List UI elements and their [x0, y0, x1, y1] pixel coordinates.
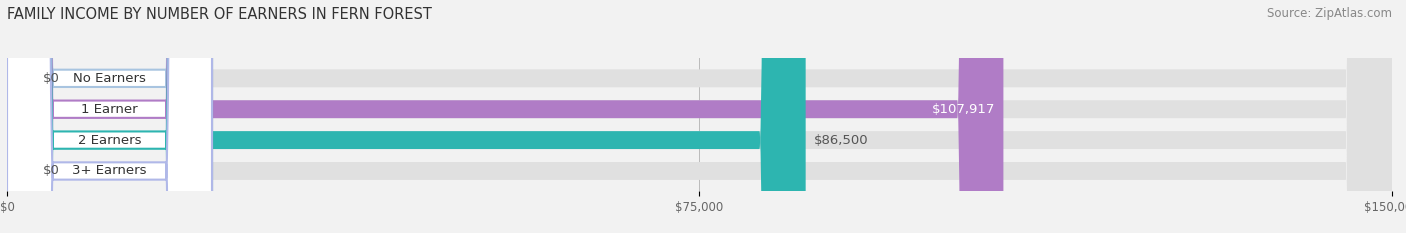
FancyBboxPatch shape: [7, 0, 212, 233]
Text: $0: $0: [44, 72, 60, 85]
FancyBboxPatch shape: [7, 0, 1004, 233]
Text: 2 Earners: 2 Earners: [77, 134, 141, 147]
FancyBboxPatch shape: [7, 0, 212, 233]
Text: 3+ Earners: 3+ Earners: [72, 164, 146, 178]
FancyBboxPatch shape: [7, 0, 806, 233]
Text: FAMILY INCOME BY NUMBER OF EARNERS IN FERN FOREST: FAMILY INCOME BY NUMBER OF EARNERS IN FE…: [7, 7, 432, 22]
FancyBboxPatch shape: [7, 0, 1392, 233]
Text: $86,500: $86,500: [814, 134, 869, 147]
Text: $0: $0: [44, 164, 60, 178]
FancyBboxPatch shape: [7, 0, 1392, 233]
FancyBboxPatch shape: [7, 0, 212, 233]
FancyBboxPatch shape: [7, 0, 1392, 233]
FancyBboxPatch shape: [0, 0, 53, 233]
Text: $107,917: $107,917: [932, 103, 995, 116]
Text: 1 Earner: 1 Earner: [82, 103, 138, 116]
FancyBboxPatch shape: [7, 0, 1392, 233]
FancyBboxPatch shape: [7, 0, 212, 233]
Text: No Earners: No Earners: [73, 72, 146, 85]
FancyBboxPatch shape: [0, 0, 53, 233]
Text: Source: ZipAtlas.com: Source: ZipAtlas.com: [1267, 7, 1392, 20]
